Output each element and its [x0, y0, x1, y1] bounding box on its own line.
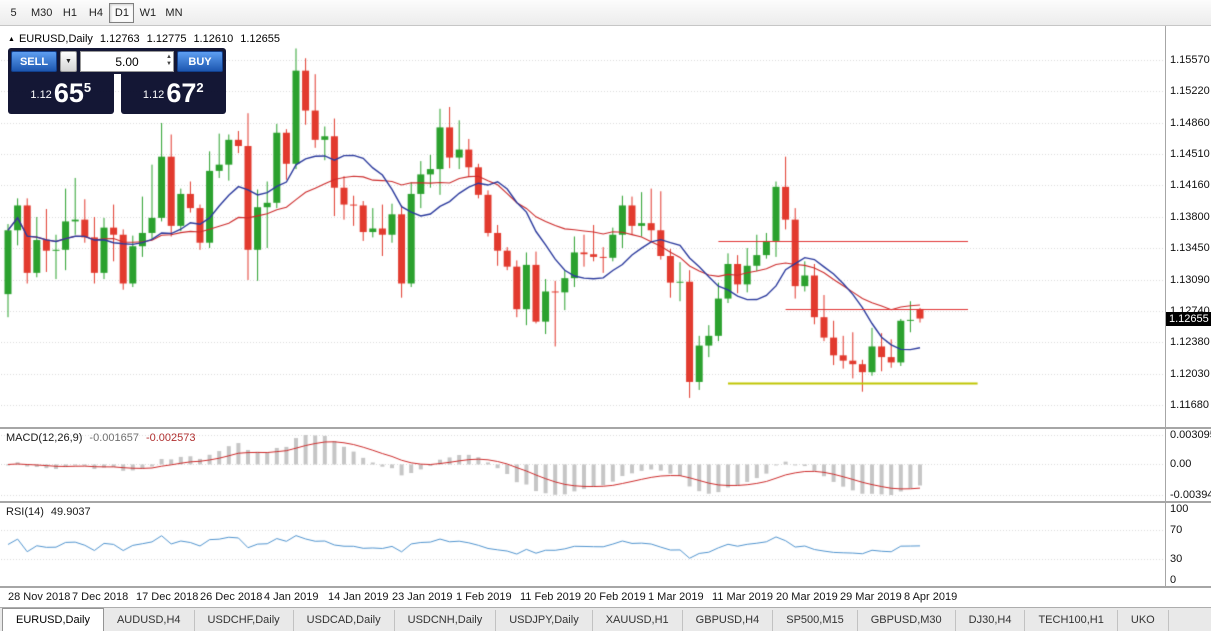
ohlc-close-value: 1.12655: [240, 33, 280, 45]
chart-tab-sp500-m15[interactable]: SP500,M15: [773, 610, 858, 631]
ask-big-digits: 67: [166, 78, 197, 108]
trade-controls-row: SELL ▼ 5.00 ▲ ▼ BUY: [8, 48, 226, 74]
date-label: 26 Dec 2018: [200, 591, 263, 603]
price-axis-label: 1.12380: [1170, 336, 1210, 348]
volume-value: 5.00: [115, 54, 139, 69]
bid-prefix: 1.12: [30, 89, 52, 101]
panel-splitter[interactable]: [0, 586, 1211, 588]
date-label: 1 Mar 2019: [648, 591, 704, 603]
symbol-marker-icon: ▲: [8, 35, 15, 43]
chart-tab-usdchf-daily[interactable]: USDCHF,Daily: [195, 610, 294, 631]
volume-spinner[interactable]: ▲ ▼: [166, 54, 172, 68]
macd-signal-value: -0.002573: [145, 432, 196, 444]
rsi-axis-label: 30: [1170, 553, 1183, 565]
macd-axis-label: 0.003095: [1170, 429, 1211, 441]
rsi-title: RSI(14): [6, 506, 44, 518]
sell-button[interactable]: SELL: [11, 51, 57, 72]
ask-prefix: 1.12: [142, 89, 165, 101]
chart-tab-xauusd-h1[interactable]: XAUUSD,H1: [593, 610, 683, 631]
ask-price[interactable]: 1.12 67 2: [120, 74, 226, 114]
price-axis-label: 1.13090: [1170, 274, 1210, 286]
price-axis-label: 1.14510: [1170, 148, 1210, 160]
macd-main-value: -0.001657: [89, 432, 139, 444]
date-label: 8 Apr 2019: [904, 591, 958, 603]
timeframe-button-d1[interactable]: D1: [109, 2, 135, 23]
price-axis[interactable]: [1165, 26, 1211, 588]
date-label: 11 Feb 2019: [520, 591, 581, 603]
date-label: 28 Nov 2018: [8, 591, 71, 603]
date-label: 20 Feb 2019: [584, 591, 646, 603]
panel-splitter[interactable]: [0, 501, 1211, 503]
bid-ask-display: 1.12 65 5 1.12 67 2: [8, 74, 226, 114]
timeframe-toolbar: 5 M30 H1 H4 D1 W1 MN: [0, 0, 1211, 26]
price-axis-label: 1.13450: [1170, 242, 1210, 254]
chart-tab-eurusd-daily[interactable]: EURUSD,Daily: [2, 608, 104, 631]
macd-indicator-canvas[interactable]: [1, 429, 1165, 501]
chart-tab-gbpusd-h4[interactable]: GBPUSD,H4: [683, 610, 774, 631]
chart-tab-gbpusd-m30[interactable]: GBPUSD,M30: [858, 610, 956, 631]
chart-ohlc-header: ▲ EURUSD,Daily 1.12763 1.12775 1.12610 1…: [8, 33, 280, 45]
date-label: 23 Jan 2019: [392, 591, 453, 603]
chart-tab-usdjpy-daily[interactable]: USDJPY,Daily: [496, 610, 593, 631]
volume-dropdown-button[interactable]: ▼: [60, 51, 77, 72]
volume-input[interactable]: 5.00 ▲ ▼: [80, 51, 174, 72]
rsi-axis-label: 70: [1170, 524, 1183, 536]
macd-axis-label: -0.003947: [1170, 489, 1211, 501]
date-axis[interactable]: 28 Nov 2018 7 Dec 2018 17 Dec 2018 26 Dec 2…: [0, 588, 1211, 607]
date-label: 4 Jan 2019: [264, 591, 319, 603]
macd-title: MACD(12,26,9): [6, 432, 83, 444]
price-axis-label: 1.12030: [1170, 368, 1210, 380]
timeframe-button-w1[interactable]: W1: [139, 6, 157, 19]
date-label: 17 Dec 2018: [136, 591, 199, 603]
timeframe-button-h1[interactable]: H1: [62, 6, 77, 19]
ohlc-low-value: 1.12610: [193, 33, 234, 45]
chart-tab-audusd-h4[interactable]: AUDUSD,H4: [104, 610, 195, 631]
price-axis-label: 1.15220: [1170, 85, 1210, 97]
ask-pip-digit: 2: [196, 80, 204, 95]
buy-button[interactable]: BUY: [177, 51, 223, 72]
rsi-axis-label: 100: [1170, 503, 1189, 515]
price-axis-label: 1.15570: [1170, 54, 1210, 66]
chart-tab-bar: EURUSD,Daily AUDUSD,H4 USDCHF,Daily USDCAD,…: [0, 607, 1211, 631]
date-label: 1 Feb 2019: [456, 591, 512, 603]
chart-tab-tech100-h1[interactable]: TECH100,H1: [1025, 610, 1118, 631]
price-axis-label: 1.11680: [1170, 399, 1209, 411]
chart-tab-dj30-h4[interactable]: DJ30,H4: [956, 610, 1026, 631]
one-click-trading-panel: SELL ▼ 5.00 ▲ ▼ BUY 1.12 65 5 1.12 67 2: [8, 48, 226, 114]
date-label: 20 Mar 2019: [776, 591, 838, 603]
spinner-down-icon: ▼: [166, 61, 172, 67]
spinner-up-icon: ▲: [166, 54, 172, 60]
price-axis-label: 1.13800: [1170, 211, 1210, 223]
date-label: 7 Dec 2018: [72, 591, 129, 603]
chart-tab-uko[interactable]: UKO: [1118, 610, 1169, 631]
chart-tab-usdcad-daily[interactable]: USDCAD,Daily: [294, 610, 395, 631]
current-price-badge: 1.12655: [1166, 312, 1211, 326]
panel-splitter[interactable]: [0, 427, 1211, 429]
macd-header: MACD(12,26,9) -0.001657 -0.002573: [6, 432, 196, 444]
ohlc-high-value: 1.12775: [146, 33, 187, 45]
chart-symbol-label: EURUSD,Daily: [18, 33, 93, 45]
bid-big-digits: 65: [53, 78, 84, 108]
timeframe-button-5[interactable]: 5: [10, 6, 17, 19]
date-label: 29 Mar 2019: [840, 591, 902, 603]
ohlc-open-value: 1.12763: [99, 33, 140, 45]
date-label: 11 Mar 2019: [712, 591, 773, 603]
rsi-value: 49.9037: [50, 506, 91, 518]
rsi-header: RSI(14) 49.9037: [6, 506, 91, 518]
chart-tab-usdcnh-daily[interactable]: USDCNH,Daily: [395, 610, 497, 631]
timeframe-button-mn[interactable]: MN: [165, 6, 183, 19]
date-label: 14 Jan 2019: [328, 591, 389, 603]
rsi-axis-label: 0: [1170, 574, 1177, 586]
price-axis-label: 1.14160: [1170, 179, 1210, 191]
timeframe-button-h4[interactable]: H4: [88, 6, 103, 19]
bid-price[interactable]: 1.12 65 5: [8, 74, 114, 114]
rsi-indicator-canvas[interactable]: [1, 503, 1165, 586]
bid-pip-digit: 5: [83, 80, 92, 95]
timeframe-button-m30[interactable]: M30: [31, 6, 53, 19]
chevron-down-icon: ▼: [65, 58, 72, 65]
macd-axis-label: 0.00: [1170, 458, 1192, 470]
price-axis-label: 1.14860: [1170, 117, 1210, 129]
